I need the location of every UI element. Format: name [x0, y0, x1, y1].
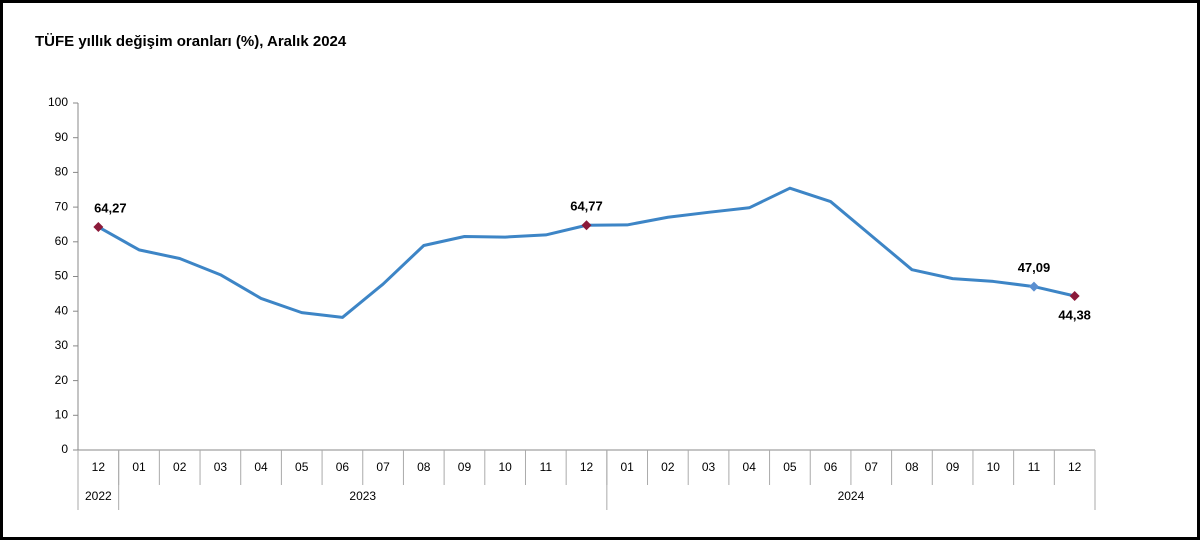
x-tick-label: 04	[743, 460, 757, 474]
x-tick-label: 03	[214, 460, 228, 474]
y-tick-label: 60	[55, 234, 69, 248]
data-label: 64,77	[570, 199, 603, 214]
x-tick-label: 06	[336, 460, 350, 474]
chart-title: TÜFE yıllık değişim oranları (%), Aralık…	[35, 33, 347, 50]
x-tick-label: 10	[987, 460, 1001, 474]
x-tick-label: 05	[295, 460, 309, 474]
x-tick-label: 11	[540, 460, 553, 474]
x-tick-label: 09	[458, 460, 472, 474]
x-tick-label: 08	[905, 460, 919, 474]
data-label: 64,27	[94, 200, 127, 215]
x-tick-label: 07	[865, 460, 879, 474]
x-tick-label: 06	[824, 460, 838, 474]
x-tick-label: 12	[580, 460, 594, 474]
y-tick-label: 80	[55, 165, 69, 179]
x-tick-label: 08	[417, 460, 431, 474]
x-tick-label: 01	[621, 460, 635, 474]
marker	[1069, 291, 1080, 302]
data-label: 47,09	[1018, 260, 1051, 275]
x-tick-label: 07	[376, 460, 390, 474]
x-tick-label: 11	[1028, 460, 1041, 474]
data-label: 44,38	[1058, 307, 1091, 322]
y-tick-label: 40	[55, 303, 69, 317]
y-tick-label: 100	[48, 95, 68, 109]
y-tick-label: 70	[55, 199, 69, 213]
x-group-label: 2024	[838, 489, 865, 503]
marker	[93, 221, 104, 232]
marker	[581, 220, 592, 231]
x-tick-label: 10	[498, 460, 512, 474]
x-tick-label: 02	[661, 460, 675, 474]
x-tick-label: 12	[1068, 460, 1082, 474]
y-tick-label: 30	[55, 338, 69, 352]
marker	[1028, 281, 1039, 292]
y-tick-label: 20	[55, 373, 69, 387]
x-tick-label: 04	[254, 460, 268, 474]
x-tick-label: 05	[783, 460, 797, 474]
x-tick-label: 12	[92, 460, 106, 474]
x-group-label: 2023	[349, 489, 376, 503]
y-tick-label: 10	[55, 407, 69, 421]
x-tick-label: 01	[132, 460, 146, 474]
y-tick-label: 50	[55, 269, 69, 283]
y-tick-label: 90	[55, 130, 69, 144]
x-tick-label: 03	[702, 460, 716, 474]
x-tick-label: 02	[173, 460, 187, 474]
y-tick-label: 0	[61, 442, 68, 456]
x-tick-label: 09	[946, 460, 960, 474]
x-group-label: 2022	[85, 489, 112, 503]
